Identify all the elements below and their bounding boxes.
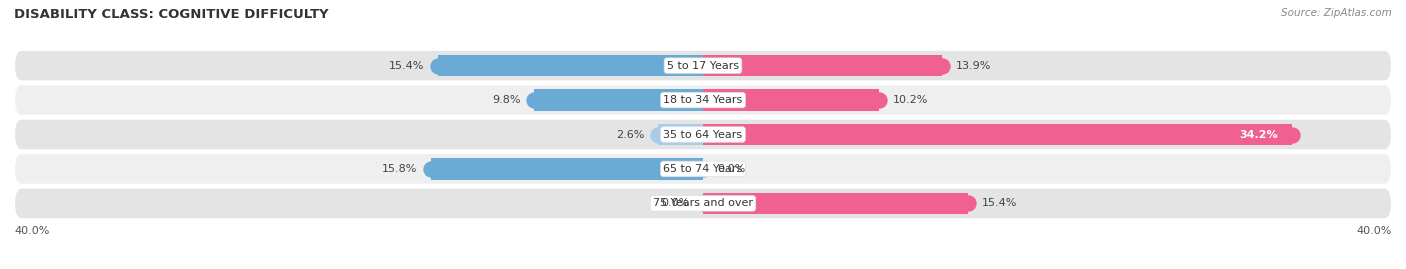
Text: 15.4%: 15.4% [388,61,425,71]
Text: 40.0%: 40.0% [14,226,49,236]
Bar [534,89,703,111]
Text: 34.2%: 34.2% [1240,129,1278,140]
Text: 40.0%: 40.0% [1357,226,1392,236]
Text: 0.0%: 0.0% [661,198,689,208]
Bar [703,193,969,214]
Text: 2.6%: 2.6% [616,129,644,140]
Text: 15.4%: 15.4% [981,198,1018,208]
Text: 10.2%: 10.2% [893,95,928,105]
Text: 0.0%: 0.0% [717,164,745,174]
FancyBboxPatch shape [14,119,1392,150]
Text: 15.8%: 15.8% [381,164,418,174]
FancyBboxPatch shape [14,187,1392,219]
Bar [703,124,1292,145]
Bar [437,55,703,76]
FancyBboxPatch shape [14,153,1392,185]
Text: 35 to 64 Years: 35 to 64 Years [664,129,742,140]
Text: 65 to 74 Years: 65 to 74 Years [664,164,742,174]
Text: 5 to 17 Years: 5 to 17 Years [666,61,740,71]
FancyBboxPatch shape [14,84,1392,116]
Text: 13.9%: 13.9% [956,61,991,71]
Text: DISABILITY CLASS: COGNITIVE DIFFICULTY: DISABILITY CLASS: COGNITIVE DIFFICULTY [14,8,329,21]
Text: Source: ZipAtlas.com: Source: ZipAtlas.com [1281,8,1392,18]
Bar [703,89,879,111]
FancyBboxPatch shape [14,50,1392,82]
Bar [430,158,703,180]
Text: 18 to 34 Years: 18 to 34 Years [664,95,742,105]
Bar [658,124,703,145]
Bar [703,55,942,76]
Text: 9.8%: 9.8% [492,95,520,105]
Text: 75 Years and over: 75 Years and over [652,198,754,208]
